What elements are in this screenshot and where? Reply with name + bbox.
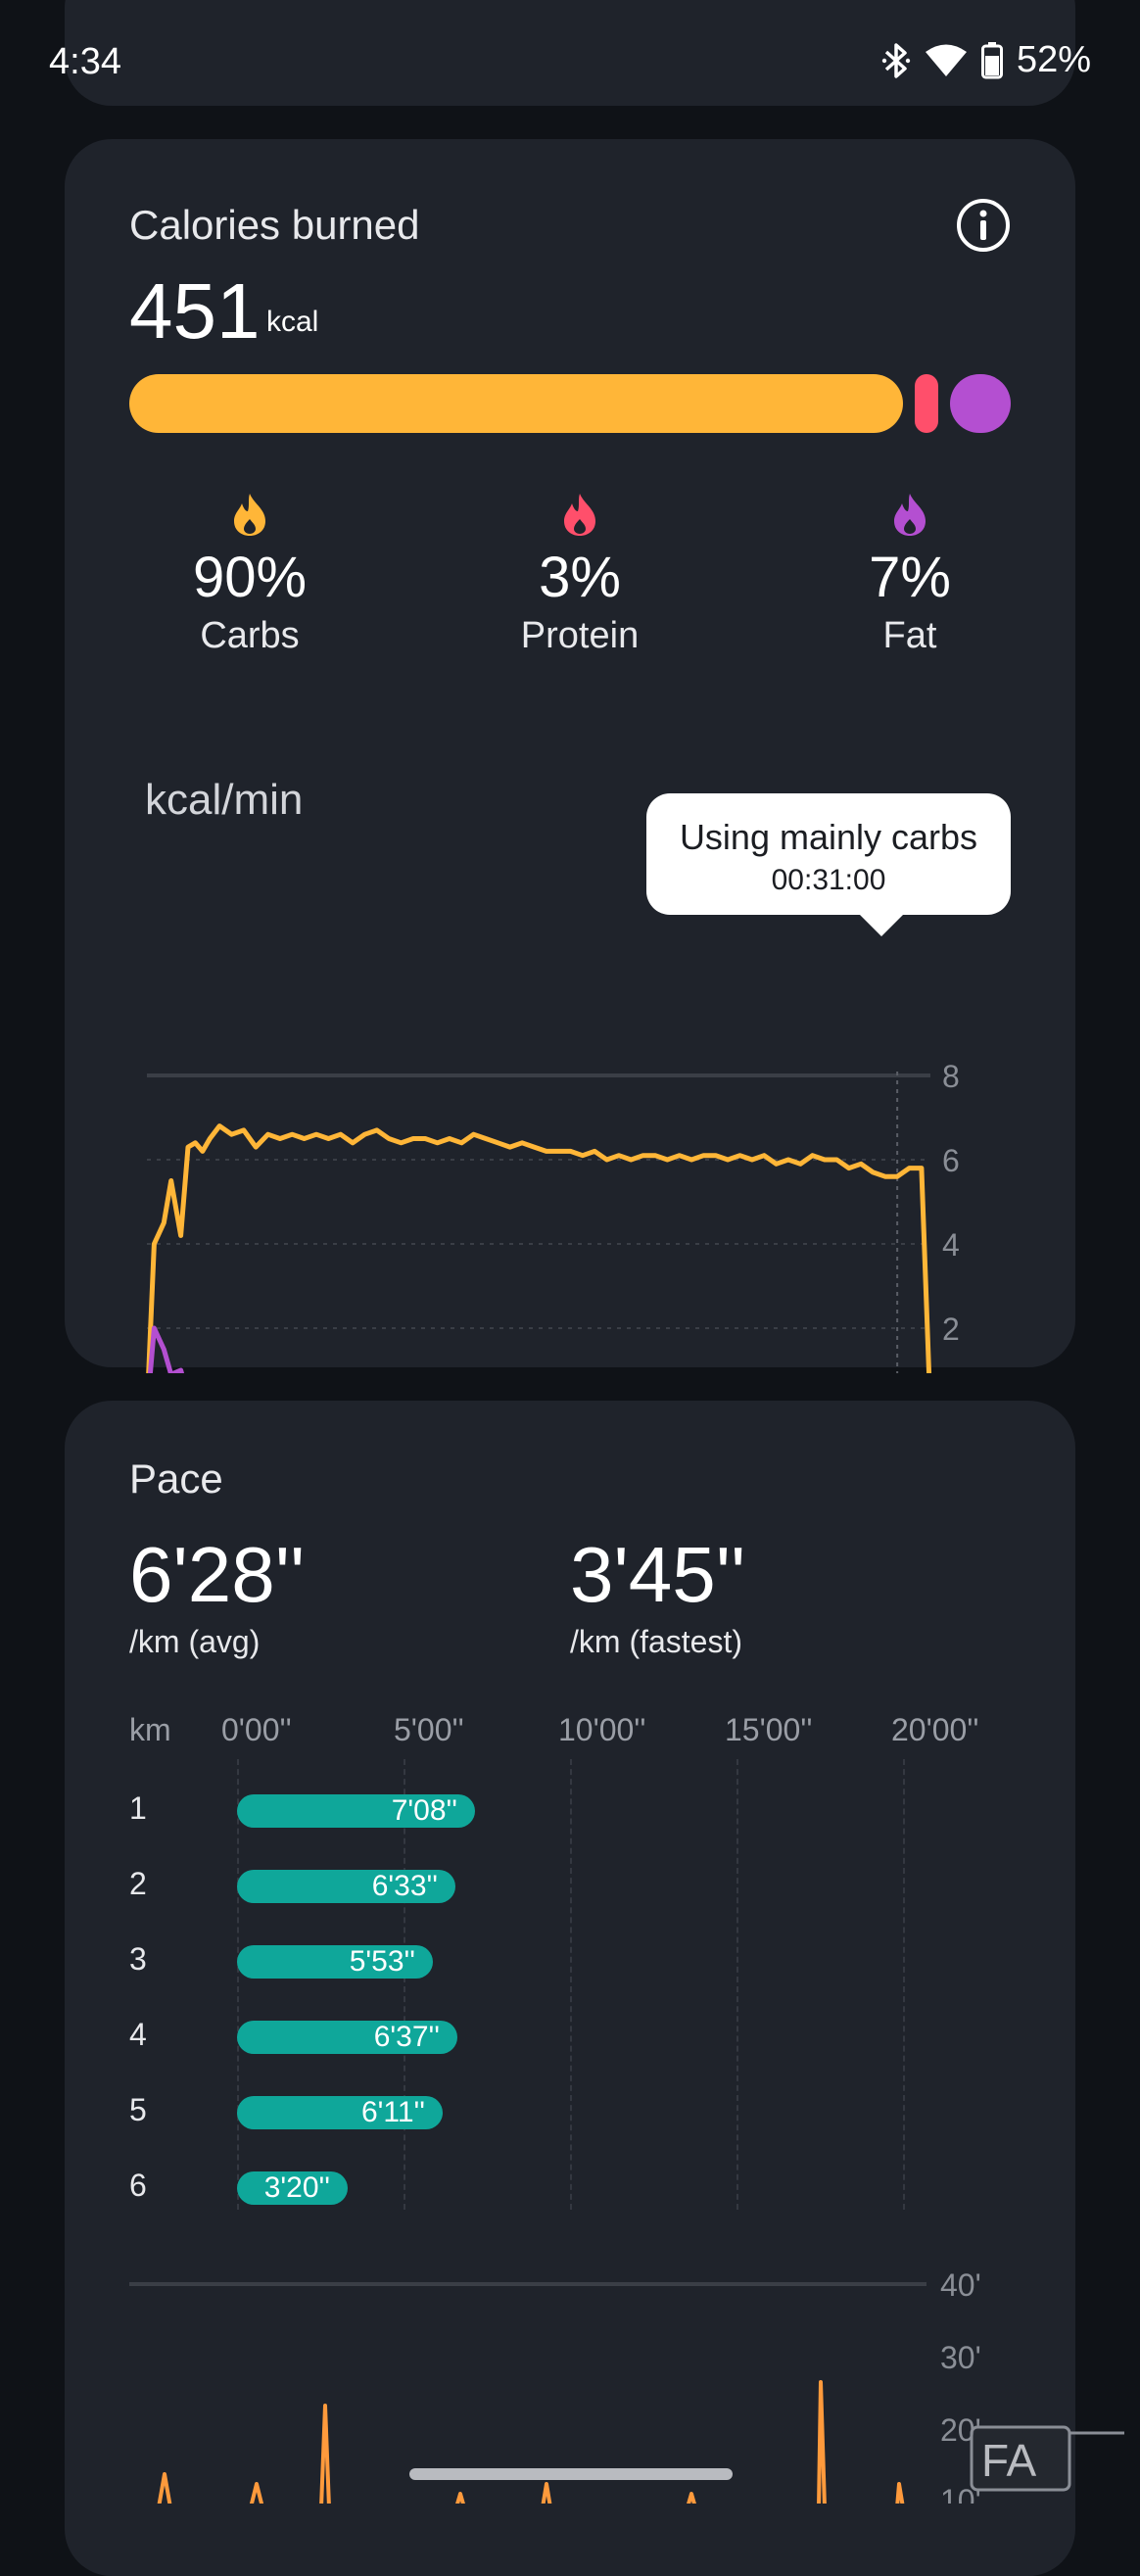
macro-bar-protein <box>915 374 938 433</box>
battery-level: 52% <box>1016 39 1091 80</box>
macro-bar <box>129 374 1011 433</box>
pace-axis-label: 5'00'' <box>394 1712 464 1747</box>
kcal-ytick: 6 <box>942 1143 960 1178</box>
mini-ytick-40: 40' <box>940 2267 981 2303</box>
status-bar: 4:34 52% <box>0 35 1140 94</box>
pace-fastest-label: /km (fastest) <box>570 1624 743 1659</box>
pace-title: Pace <box>129 1455 223 1502</box>
chart-tooltip: Using mainly carbs 00:31:00 <box>646 793 1011 936</box>
macro-carbs-label: Carbs <box>200 614 300 656</box>
battery-icon <box>980 41 1003 79</box>
pace-split-km: 4 <box>129 2017 147 2052</box>
macro-fat-label: Fat <box>882 614 937 656</box>
kcal-ytick: 2 <box>942 1312 960 1347</box>
macro-bar-fat <box>950 374 1011 433</box>
macro-bar-carbs <box>129 374 903 433</box>
bluetooth-icon <box>881 41 911 80</box>
previous-card <box>65 0 1075 106</box>
info-icon[interactable] <box>956 198 1011 253</box>
pace-card: Pace 6'28'' /km (avg) 3'45'' /km (fastes… <box>65 1401 1075 2576</box>
calories-value: 451 <box>129 267 261 355</box>
mini-ytick-30: 30' <box>940 2340 981 2375</box>
mini-ytick-10: 10' <box>940 2483 981 2504</box>
pace-mini-line <box>157 2380 905 2504</box>
tooltip-arrow <box>858 913 905 936</box>
tooltip-title: Using mainly carbs <box>679 817 978 857</box>
macro-carbs: 90% Carbs <box>142 492 357 657</box>
macro-protein: 3% Protein <box>472 492 688 657</box>
pace-avg-value: 6'28'' <box>129 1531 306 1618</box>
pace-split-km: 2 <box>129 1866 147 1901</box>
pace-split-bar[interactable]: 5'53'' <box>237 1945 433 1979</box>
pace-gridline <box>903 1759 905 2210</box>
fa-badge-text: FA <box>981 2435 1037 2486</box>
pace-split-bar[interactable]: 6'33'' <box>237 1870 455 1903</box>
pace-mini-chart[interactable]: 40' 30' 20' 10' <box>65 2249 1075 2504</box>
pace-col-km: km <box>129 1712 171 1747</box>
calories-card: Calories burned 451 kcal 90% Carbs 3% Pr… <box>65 139 1075 1373</box>
calories-title: Calories burned <box>129 202 420 248</box>
pace-gridline <box>404 1759 405 2210</box>
pace-gridline <box>237 1759 239 2210</box>
macro-fat-pct: 7% <box>869 546 951 609</box>
pace-split-km: 1 <box>129 1790 147 1826</box>
pace-split-km: 6 <box>129 2168 147 2203</box>
tooltip-time: 00:31:00 <box>771 864 886 896</box>
pace-axis-label: 15'00'' <box>725 1712 813 1747</box>
flame-icon <box>894 494 926 536</box>
pace-axis-label: 20'00'' <box>891 1712 979 1747</box>
pace-split-bar[interactable]: 7'08'' <box>237 1794 475 1828</box>
kcal-ytick: 8 <box>942 1059 960 1094</box>
pace-gridline <box>736 1759 738 2210</box>
kcal-chart[interactable]: 8642000:00:0000:17:0000:32:22 <box>65 766 1075 1373</box>
macro-protein-pct: 3% <box>539 546 621 609</box>
flame-icon <box>234 494 265 536</box>
macro-fat: 7% Fat <box>802 492 1018 657</box>
macro-protein-label: Protein <box>520 614 640 656</box>
macro-carbs-pct: 90% <box>192 546 308 609</box>
pace-axis-label: 10'00'' <box>558 1712 646 1747</box>
status-icons: 52% <box>881 39 1091 81</box>
pace-gridline <box>570 1759 572 2210</box>
flame-icon <box>564 494 595 536</box>
kcal-series-fat <box>147 1325 185 1373</box>
pace-split-bar[interactable]: 6'11'' <box>237 2096 443 2129</box>
wifi-icon <box>925 43 968 78</box>
pace-split-bar[interactable]: 6'37'' <box>237 2021 457 2054</box>
pace-split-km: 5 <box>129 2092 147 2127</box>
pace-avg-label: /km (avg) <box>129 1624 261 1659</box>
chart-ylabel: kcal/min <box>145 776 304 824</box>
home-indicator[interactable] <box>409 2468 733 2480</box>
pace-split-bar[interactable]: 3'20'' <box>237 2171 348 2205</box>
pace-fastest-value: 3'45'' <box>570 1531 746 1618</box>
pace-split-km: 3 <box>129 1941 147 1977</box>
fa-badge: FA <box>970 2419 1126 2498</box>
status-time: 4:34 <box>49 41 121 82</box>
kcal-ytick: 4 <box>942 1227 960 1263</box>
calories-unit: kcal <box>266 306 319 338</box>
pace-axis-label: 0'00'' <box>221 1712 292 1747</box>
kcal-series-carbs <box>146 1123 932 1373</box>
